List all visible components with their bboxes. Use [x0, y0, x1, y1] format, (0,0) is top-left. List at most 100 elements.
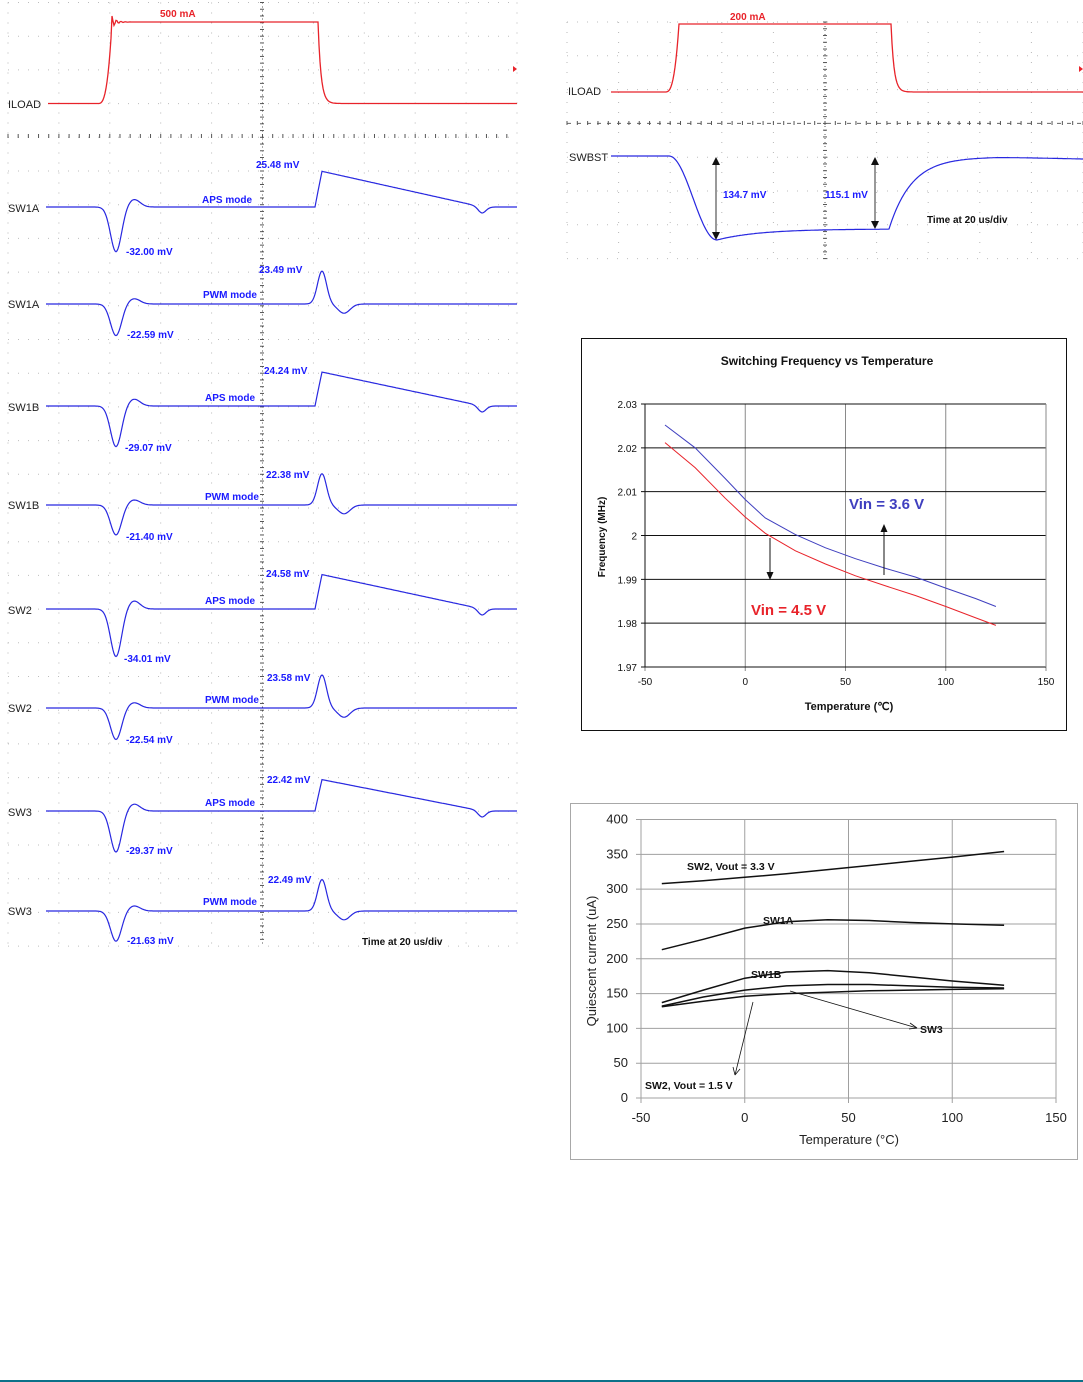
trigger-marker-icon	[1079, 66, 1083, 72]
mode-label: APS mode	[205, 596, 255, 607]
series-line-sw1a	[661, 919, 1005, 951]
trace-label: SW3	[8, 906, 32, 918]
chart-series	[661, 850, 1005, 1008]
trace-label: SW3	[8, 807, 32, 819]
voltage-trace-sw1b-pwm	[46, 472, 517, 536]
x-tick-label: 150	[1038, 677, 1055, 688]
pointer-arrow-up	[880, 524, 888, 575]
trace-label: SW1B	[8, 500, 39, 512]
quiescent-current-chart: 400 350 300 250 200 150 100 50 0 -50 0 50 100 150 Qu…	[570, 803, 1078, 1160]
trace-annotations: SW1A APS mode 25.48 mV -32.00 mV SW1A PW…	[8, 160, 312, 947]
x-tick-label: 100	[941, 1110, 963, 1125]
footer-rule	[0, 1380, 1083, 1382]
y-tick-label: 200	[606, 951, 628, 966]
chart-frame	[581, 338, 1067, 731]
mode-label: PWM mode	[203, 897, 257, 908]
undershoot-label: -22.59 mV	[127, 330, 174, 341]
trigger-marker-icon	[513, 66, 517, 72]
x-tick-label: 150	[1045, 1110, 1067, 1125]
y-tick-label: 0	[621, 1090, 628, 1105]
chart-series	[664, 424, 997, 626]
y-tick-label: 1.99	[618, 575, 638, 586]
voltage-trace-sw3-aps	[46, 778, 517, 853]
x-tick-label: 0	[742, 677, 748, 688]
drop-arrow-1	[712, 157, 720, 240]
chart-frame	[570, 803, 1078, 1160]
y-tick-label: 2.01	[618, 488, 638, 499]
load-step-label: 200 mA	[730, 12, 766, 23]
y-tick-label: 100	[606, 1020, 628, 1035]
chart-grid	[641, 403, 1047, 671]
timebase-label: Time at 20 us/div	[362, 937, 443, 948]
y-tick-label: 250	[606, 916, 628, 931]
y-tick-label: 2	[631, 532, 637, 543]
trace-label: SW1B	[8, 402, 39, 414]
y-tick-label: 50	[614, 1055, 628, 1070]
series-label-vin-4-5: Vin = 4.5 V	[751, 602, 826, 619]
switching-frequency-chart: Switching Frequency vs Temperature 2.032…	[581, 338, 1067, 731]
overshoot-label: 22.49 mV	[268, 875, 312, 886]
load-trace-label-group: ILOAD 500 mA	[8, 9, 196, 111]
series-label-vin-3-6: Vin = 3.6 V	[849, 496, 924, 513]
undershoot-label: -21.63 mV	[127, 936, 174, 947]
overshoot-label: 23.58 mV	[267, 673, 311, 684]
arrow-up-icon	[712, 157, 720, 165]
load-step-label: 500 mA	[160, 9, 196, 20]
pointer-arrow-down	[766, 538, 774, 580]
overshoot-label: 23.49 mV	[259, 265, 303, 276]
overshoot-label: 22.42 mV	[267, 775, 311, 786]
iload-trace	[611, 23, 1083, 93]
arrow-head-icon	[908, 1022, 918, 1030]
drop-on-step-label: 134.7 mV	[723, 190, 767, 201]
arrow-head-icon	[732, 1066, 741, 1076]
voltage-trace-sw2-aps	[46, 573, 517, 658]
trace-label: SW2	[8, 703, 32, 715]
timebase-label: Time at 20 us/div	[927, 215, 1008, 226]
drop-arrow-2	[871, 157, 879, 229]
swbst-trace	[611, 155, 1083, 241]
scope-grid	[566, 21, 1083, 260]
x-tick-label: -50	[638, 677, 653, 688]
arrow-up-icon	[871, 157, 879, 165]
x-tick-label: 100	[937, 677, 954, 688]
arrow-down-icon	[766, 572, 774, 580]
mode-label: PWM mode	[205, 695, 259, 706]
mode-label: APS mode	[205, 798, 255, 809]
arrow-down-icon	[871, 221, 879, 229]
scope-traces	[46, 15, 517, 942]
series-line-sw2-vout-3-3-v	[661, 850, 1005, 885]
x-tick-label: 50	[841, 1110, 855, 1125]
series-line-sw3	[661, 983, 1005, 1007]
voltage-trace-sw2-pwm	[46, 674, 517, 741]
y-tick-label: 150	[606, 986, 628, 1001]
mode-label: APS mode	[205, 393, 255, 404]
y-tick-label: 2.03	[618, 400, 638, 411]
pointer-arrow-sw2-1v5	[732, 1001, 754, 1076]
trace-label: SW1A	[8, 203, 40, 215]
series-line-vin-3-6-v	[664, 424, 997, 607]
y-tick-labels: 400 350 300 250 200 150 100 50 0	[606, 812, 628, 1106]
y-tick-label: 1.98	[618, 619, 638, 630]
x-tick-label: 0	[741, 1110, 748, 1125]
y-tick-label: 350	[606, 846, 628, 861]
overshoot-label: 24.24 mV	[264, 366, 308, 377]
undershoot-label: -22.54 mV	[126, 735, 173, 746]
series-label-sw2-1v5: SW2, Vout = 1.5 V	[645, 1080, 733, 1092]
chart-grid	[636, 819, 1057, 1103]
y-tick-labels: 2.03 2.02 2.01 2 1.99 1.98 1.97	[618, 400, 638, 674]
series-label-sw1b: SW1B	[751, 969, 782, 981]
iload-label: ILOAD	[8, 99, 41, 111]
series-line-vin-4-5-v	[664, 442, 997, 626]
x-axis-label: Temperature (℃)	[805, 701, 894, 713]
undershoot-label: -29.07 mV	[125, 443, 172, 454]
scope-right-swbst-transient: ILOAD 200 mA SWBST 134.7 mV 115.1 mV Tim…	[566, 12, 1083, 260]
y-axis-label: Frequency (MHz)	[597, 497, 608, 578]
series-label-sw3: SW3	[920, 1024, 943, 1036]
y-tick-label: 2.02	[618, 444, 638, 455]
pointer-arrow-sw3	[789, 990, 918, 1030]
mode-label: PWM mode	[205, 492, 259, 503]
undershoot-label: -32.00 mV	[126, 247, 173, 258]
series-label-sw1a: SW1A	[763, 915, 794, 927]
x-tick-labels: -50 0 50 100 150	[638, 677, 1055, 688]
y-tick-label: 1.97	[618, 663, 638, 674]
